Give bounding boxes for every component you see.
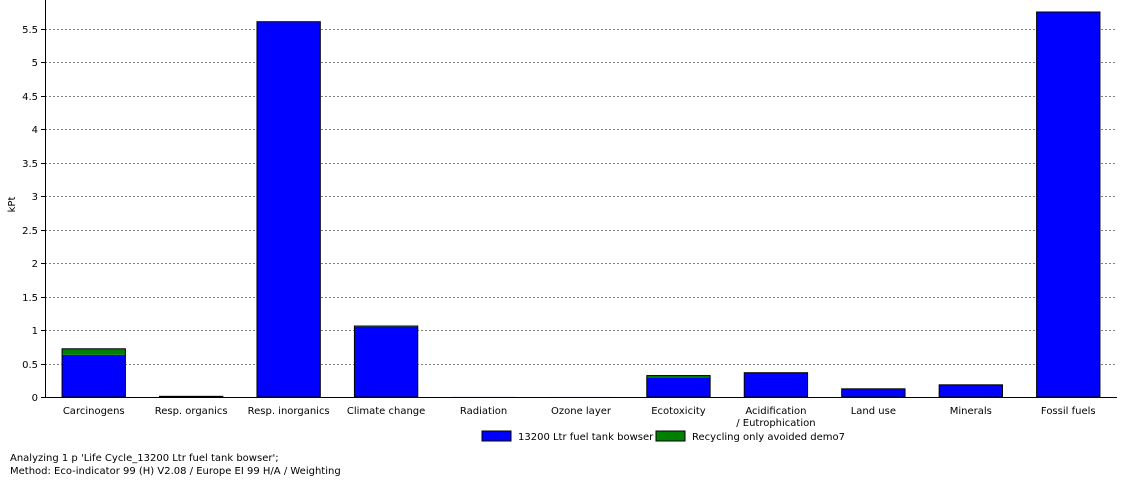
- y-tick-label: 2.5: [22, 226, 38, 237]
- x-tick-label: Climate change: [347, 406, 425, 417]
- y-tick-label: 3.5: [22, 159, 38, 170]
- legend-label-series-2: Recycling only avoided demo7: [692, 432, 845, 443]
- bar-segment-series-1: [62, 354, 126, 397]
- y-tick-label: 3: [32, 192, 38, 203]
- bar-segment-series-1: [256, 22, 321, 397]
- x-tick-label: Radiation: [460, 406, 507, 417]
- x-tick-label: Carcinogens: [63, 406, 125, 417]
- x-tick-label: Ozone layer: [551, 406, 612, 417]
- y-axis-title: kPt: [7, 197, 18, 213]
- y-tick-label: 0: [32, 393, 38, 404]
- x-tick-label: Land use: [851, 406, 896, 417]
- x-tick-label: Resp. organics: [155, 406, 228, 417]
- analysis-description: Analyzing 1 p 'Life Cycle_13200 Ltr fuel…: [10, 453, 279, 464]
- x-tick-label: / Eutrophication: [736, 418, 815, 429]
- bar-segment-series-1: [1036, 12, 1100, 397]
- y-tick-label: 4.5: [22, 92, 38, 103]
- bar-segment-series-2: [646, 375, 711, 378]
- bar-segment-series-1: [939, 384, 1003, 397]
- x-tick-label: Ecotoxicity: [651, 406, 706, 417]
- legend-label-series-1: 13200 Ltr fuel tank bowser: [518, 432, 654, 443]
- method-description: Method: Eco-indicator 99 (H) V2.08 / Eur…: [10, 466, 341, 477]
- x-tick-label: Fossil fuels: [1041, 406, 1096, 417]
- bar-segment-series-2: [62, 348, 126, 355]
- y-tick-label: 5: [32, 58, 38, 69]
- y-tick-label: 1.5: [22, 293, 38, 304]
- legend-swatch-series-1: [481, 430, 512, 442]
- bar-segment-series-1: [354, 326, 418, 397]
- bar-segment-series-1: [744, 372, 808, 397]
- bar-chart: 0 0.5 1 1.5 2 2.5 3 3.5 4 4.5 5 5.5 kPt Carcinogens Re…: [7, 0, 1117, 443]
- x-tick-label: Resp. inorganics: [248, 406, 330, 417]
- bar-outline: [159, 395, 224, 398]
- y-tick-label: 0.5: [22, 360, 38, 371]
- y-tick-label: 5.5: [22, 25, 38, 36]
- y-tick-label: 2: [32, 259, 38, 270]
- bar-segment-series-1: [841, 388, 906, 397]
- x-tick-label: Acidification: [745, 406, 806, 417]
- y-tick-label: 1: [32, 326, 38, 337]
- legend-swatch-series-2: [655, 430, 686, 442]
- y-tick-label: 4: [32, 125, 38, 136]
- x-tick-label: Minerals: [950, 406, 992, 417]
- bar-segment-series-1: [646, 377, 711, 397]
